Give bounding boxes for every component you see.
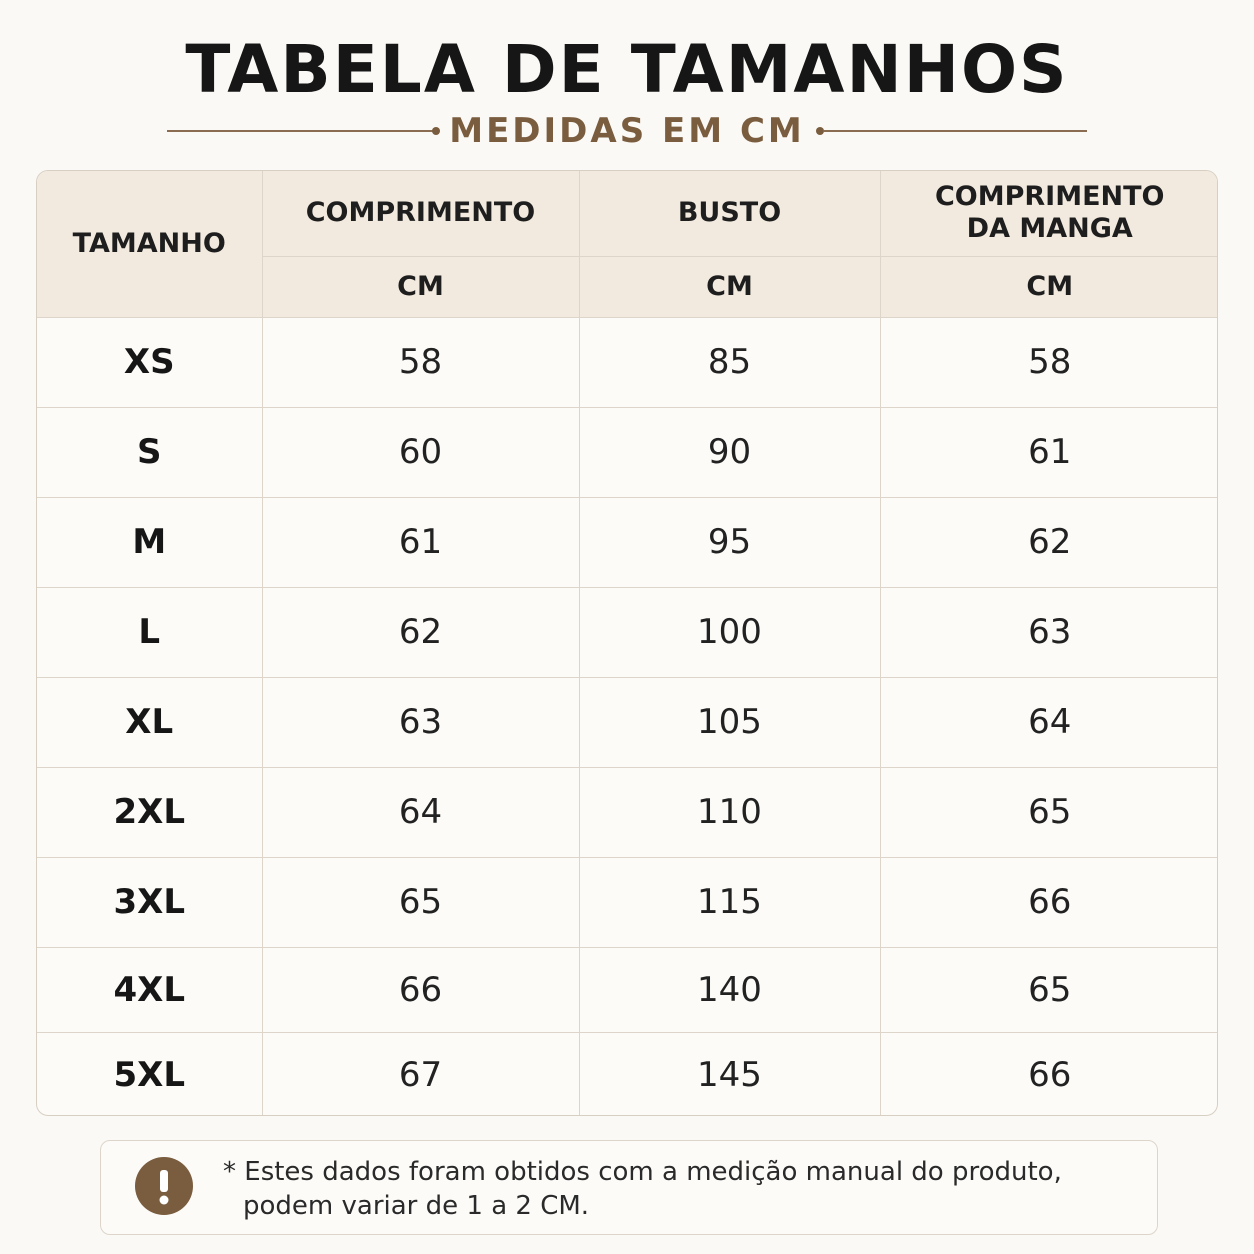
note-line-2: podem variar de 1 a 2 CM. xyxy=(243,1191,590,1221)
decorative-rule-left xyxy=(167,130,433,132)
table-row: XL 63 105 64 xyxy=(37,676,1217,768)
header-busto-label: BUSTO xyxy=(677,197,782,229)
measurement-note: * Estes dados foram obtidos com a mediçã… xyxy=(100,1140,1158,1235)
manga-cell: 61 xyxy=(879,406,1217,498)
busto-cell: 95 xyxy=(578,496,881,588)
manga-cell: 63 xyxy=(879,586,1217,678)
header-manga-label-line2: DA MANGA xyxy=(966,213,1133,245)
header-manga: COMPRIMENTO DA MANGA xyxy=(879,171,1217,257)
unit-manga: CM xyxy=(879,255,1217,318)
comprimento-cell: 62 xyxy=(261,586,580,678)
unit-busto: CM xyxy=(578,255,881,318)
size-table: TAMANHO COMPRIMENTO BUSTO COMPRIMENTO DA… xyxy=(37,171,1217,1115)
subtitle-row: MEDIDAS EM CM xyxy=(0,108,1254,154)
header-manga-label-line1: COMPRIMENTO xyxy=(934,181,1165,213)
table-row: 3XL 65 115 66 xyxy=(37,856,1217,948)
table-row: M 61 95 62 xyxy=(37,496,1217,588)
table-row: 5XL 67 145 66 xyxy=(37,1031,1217,1115)
size-cell: XS xyxy=(37,316,263,408)
page-title: TABELA DE TAMANHOS xyxy=(185,31,1069,108)
size-cell: 3XL xyxy=(37,856,263,948)
size-cell: XL xyxy=(37,676,263,768)
size-cell: L xyxy=(37,586,263,678)
size-cell: 4XL xyxy=(37,946,263,1033)
exclamation-icon xyxy=(135,1157,193,1215)
busto-cell: 100 xyxy=(578,586,881,678)
busto-cell: 105 xyxy=(578,676,881,768)
manga-cell: 65 xyxy=(879,946,1217,1033)
header-size: TAMANHO xyxy=(37,171,263,318)
header-comprimento: COMPRIMENTO xyxy=(261,171,580,257)
table-row: L 62 100 63 xyxy=(37,586,1217,678)
comprimento-cell: 66 xyxy=(261,946,580,1033)
comprimento-cell: 60 xyxy=(261,406,580,498)
busto-cell: 85 xyxy=(578,316,881,408)
manga-cell: 58 xyxy=(879,316,1217,408)
manga-cell: 66 xyxy=(879,856,1217,948)
table-row: 2XL 64 110 65 xyxy=(37,766,1217,858)
unit-comprimento: CM xyxy=(262,255,580,318)
size-cell: 5XL xyxy=(37,1031,263,1115)
note-text: * Estes dados foram obtidos com a mediçã… xyxy=(223,1155,1123,1223)
busto-cell: 140 xyxy=(578,946,881,1033)
size-cell: M xyxy=(37,496,263,588)
header-size-label: TAMANHO xyxy=(72,227,226,259)
busto-cell: 115 xyxy=(578,856,881,948)
comprimento-cell: 67 xyxy=(261,1031,580,1115)
comprimento-cell: 61 xyxy=(261,496,580,588)
busto-cell: 110 xyxy=(578,766,881,858)
manga-cell: 64 xyxy=(879,676,1217,768)
manga-cell: 66 xyxy=(879,1031,1217,1115)
decorative-rule-right xyxy=(824,130,1087,132)
busto-cell: 145 xyxy=(578,1031,881,1115)
decorative-dot-left xyxy=(432,127,440,135)
table-row: S 60 90 61 xyxy=(37,406,1217,498)
size-cell: S xyxy=(37,406,263,498)
comprimento-cell: 64 xyxy=(261,766,580,858)
comprimento-cell: 63 xyxy=(261,676,580,768)
comprimento-cell: 65 xyxy=(261,856,580,948)
size-table-container: TAMANHO COMPRIMENTO BUSTO COMPRIMENTO DA… xyxy=(36,170,1218,1116)
comprimento-cell: 58 xyxy=(261,316,580,408)
manga-cell: 65 xyxy=(879,766,1217,858)
manga-cell: 62 xyxy=(879,496,1217,588)
table-row: XS 58 85 58 xyxy=(37,316,1217,408)
size-cell: 2XL xyxy=(37,766,263,858)
decorative-dot-right xyxy=(816,127,824,135)
busto-cell: 90 xyxy=(578,406,881,498)
page-subtitle: MEDIDAS EM CM xyxy=(449,111,805,151)
note-line-1: * Estes dados foram obtidos com a mediçã… xyxy=(223,1157,1062,1187)
header-comprimento-label: COMPRIMENTO xyxy=(305,197,536,229)
table-row: 4XL 66 140 65 xyxy=(37,946,1217,1033)
header-busto: BUSTO xyxy=(578,171,881,257)
